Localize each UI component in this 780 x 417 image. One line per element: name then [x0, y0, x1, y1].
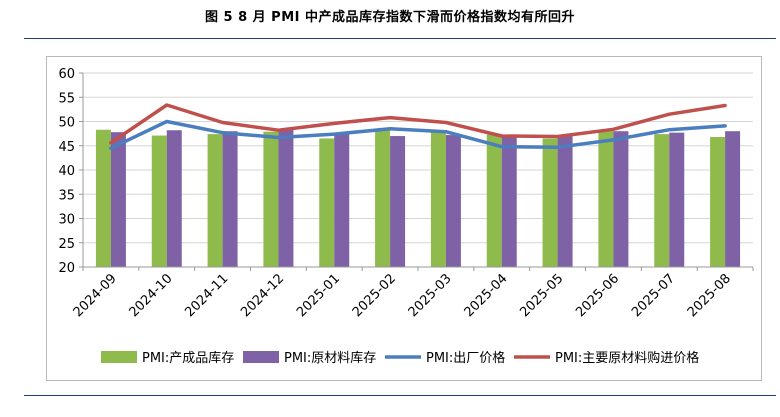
bar-layer — [95, 129, 741, 267]
bar-raw-materials — [278, 129, 294, 267]
line-layer — [109, 103, 727, 150]
x-tick-label: 2025-01 — [294, 271, 343, 320]
y-tick-label: 45 — [58, 140, 75, 155]
bar-finished-goods — [430, 131, 446, 267]
x-tick-label: 2024-09 — [71, 271, 120, 320]
x-tick-label: 2024-10 — [127, 271, 176, 320]
bar-finished-goods — [710, 137, 726, 267]
legend-label: PMI:出厂价格 — [426, 350, 505, 366]
legend-label: PMI:主要原材料购进价格 — [555, 350, 699, 366]
bar-raw-materials — [725, 131, 741, 267]
y-tick-label: 30 — [58, 213, 75, 228]
figure-title: 图 5 8 月 PMI 中产成品库存指数下滑而价格指数均有所回升 — [204, 10, 576, 25]
bar-raw-materials — [501, 136, 517, 267]
bottom-rule — [24, 395, 776, 396]
bar-raw-materials — [222, 131, 238, 267]
bar-finished-goods — [319, 138, 335, 267]
bar-raw-materials — [557, 136, 573, 267]
x-tick-label: 2025-08 — [685, 271, 734, 320]
bar-finished-goods — [654, 134, 670, 267]
bar-raw-materials — [334, 134, 350, 267]
y-tick-label: 50 — [58, 116, 75, 131]
y-tick-label: 55 — [58, 91, 75, 106]
bar-finished-goods — [486, 134, 502, 267]
chart-frame — [46, 56, 762, 381]
legend-layer: PMI:产成品库存 PMI:原材料库存 PMI:出厂价格 PMI:主要原材料购进价格 — [101, 350, 699, 366]
bar-raw-materials — [445, 135, 461, 267]
y-tick-label: 60 — [58, 67, 75, 82]
bar-finished-goods — [151, 135, 167, 267]
x-tick-label: 2025-03 — [406, 271, 455, 320]
y-tick-label: 40 — [58, 164, 75, 179]
grid-layer — [83, 72, 753, 268]
bar-raw-materials — [390, 136, 406, 267]
legend-swatch — [243, 351, 279, 363]
y-tick-label: 35 — [58, 188, 75, 203]
x-tick-label: 2025-04 — [462, 271, 511, 320]
x-tick-label: 2024-11 — [182, 271, 231, 320]
legend-label: PMI:原材料库存 — [284, 350, 376, 366]
legend-swatch — [101, 351, 137, 363]
bar-finished-goods — [263, 131, 279, 267]
x-tick-label: 2025-06 — [573, 271, 622, 320]
bar-finished-goods — [598, 130, 614, 267]
bar-finished-goods — [207, 134, 223, 267]
series-line-input-price — [109, 103, 727, 145]
x-tick-label: 2025-05 — [517, 271, 566, 320]
legend-label: PMI:产成品库存 — [142, 350, 234, 366]
y-tick-label: 25 — [58, 237, 75, 252]
bar-raw-materials — [613, 131, 629, 267]
bar-raw-materials — [669, 132, 685, 267]
x-tick-label: 2025-07 — [629, 271, 678, 320]
bar-raw-materials — [166, 130, 182, 267]
bar-raw-materials — [110, 132, 126, 267]
bar-finished-goods — [95, 129, 111, 267]
bar-finished-goods — [542, 138, 558, 267]
x-tick-label: 2025-02 — [350, 271, 399, 320]
y-tick-label: 20 — [58, 261, 75, 276]
bar-finished-goods — [375, 130, 391, 267]
title-rule — [24, 38, 776, 39]
x-tick-label: 2024-12 — [238, 271, 287, 320]
series-line-factory-price — [109, 119, 727, 150]
